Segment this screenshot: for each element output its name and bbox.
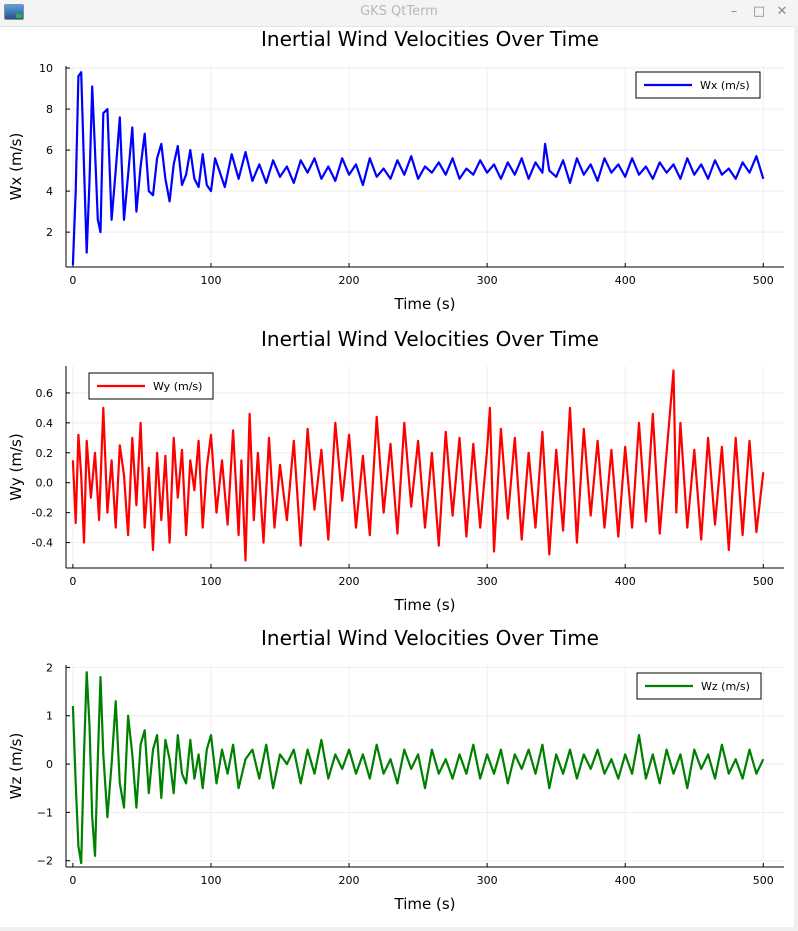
legend-box xyxy=(635,71,761,99)
x-axis-label: Time (s) xyxy=(394,295,456,313)
x-tick-label: 200 xyxy=(339,874,360,887)
chart-panel-3: 0 100 200 300 400 500 −2 −1 0 1 2 Inertial Wind Vel… xyxy=(7,626,784,913)
window-right-edge xyxy=(794,26,798,931)
y-tick-label: −2 xyxy=(37,855,53,868)
x-tick-label: 0 xyxy=(69,874,76,887)
legend: Wx (m/s) xyxy=(635,71,761,99)
x-tick-label: 300 xyxy=(477,874,498,887)
y-tick-label: 6 xyxy=(46,144,53,157)
y-tick-label: 0.6 xyxy=(36,387,54,400)
x-tick-label: 400 xyxy=(615,575,636,588)
y-axis-label: Wy (m/s) xyxy=(7,433,25,500)
chart-title: Inertial Wind Velocities Over Time xyxy=(261,27,599,51)
x-axis-label: Time (s) xyxy=(394,596,456,614)
legend: Wy (m/s) xyxy=(88,372,214,400)
series-line-3 xyxy=(71,671,765,865)
window-bottom-edge xyxy=(0,927,798,931)
y-tick-label: 10 xyxy=(39,62,53,75)
y-tick-label: 0.2 xyxy=(36,447,54,460)
x-tick-label: 500 xyxy=(753,874,774,887)
minimize-icon[interactable]: – xyxy=(730,4,738,19)
y-tick-label: −1 xyxy=(37,806,53,819)
window-title: GKS QtTerm xyxy=(360,4,438,19)
y-tick-label: 0 xyxy=(46,758,53,771)
legend: Wz (m/s) xyxy=(636,672,762,700)
y-tick-label: 8 xyxy=(46,103,53,116)
y-tick-label: 0.0 xyxy=(36,477,54,490)
y-tick-label: 0.4 xyxy=(36,417,54,430)
x-axis-label: Time (s) xyxy=(394,895,456,913)
x-tick-label: 200 xyxy=(339,274,360,287)
chart-title: Inertial Wind Velocities Over Time xyxy=(261,626,599,650)
y-tick-label: -0.2 xyxy=(32,507,53,520)
y-tick-label: 2 xyxy=(46,226,53,239)
legend-label: Wy (m/s) xyxy=(153,380,202,393)
x-tick-label: 400 xyxy=(615,274,636,287)
y-tick-label: 4 xyxy=(46,185,53,198)
y-axis-label: Wz (m/s) xyxy=(7,733,25,800)
series-line-2 xyxy=(71,369,765,562)
x-tick-label: 0 xyxy=(69,575,76,588)
x-tick-label: 500 xyxy=(753,575,774,588)
x-tick-label: 0 xyxy=(69,274,76,287)
gks-app-icon xyxy=(4,4,24,20)
y-tick-label: 2 xyxy=(46,661,53,674)
chart-panel-2: 0 100 200 300 400 500 -0.4 -0.2 0.0 0.2 0.4 0.6 Iner… xyxy=(7,327,784,614)
x-tick-label: 400 xyxy=(615,874,636,887)
maximize-icon[interactable]: □ xyxy=(752,4,766,19)
series-line-1 xyxy=(71,71,765,265)
x-tick-label: 300 xyxy=(477,274,498,287)
x-tick-label: 100 xyxy=(200,274,221,287)
y-tick-label: -0.4 xyxy=(32,537,53,550)
legend-label: Wz (m/s) xyxy=(701,680,750,693)
chart-title: Inertial Wind Velocities Over Time xyxy=(261,327,599,351)
y-tick-label: 1 xyxy=(46,710,53,723)
y-axis-label: Wx (m/s) xyxy=(7,133,25,201)
x-tick-label: 300 xyxy=(477,575,498,588)
x-tick-label: 100 xyxy=(200,874,221,887)
window-titlebar: GKS QtTerm – □ ✕ xyxy=(0,0,798,27)
legend-label: Wx (m/s) xyxy=(700,79,750,92)
x-tick-label: 500 xyxy=(753,274,774,287)
chart-panel-1: 0 100 200 300 400 500 2 4 6 8 10 Inertial Wind Velo… xyxy=(7,27,784,313)
close-icon[interactable]: ✕ xyxy=(776,4,788,19)
x-tick-label: 200 xyxy=(339,575,360,588)
x-tick-label: 100 xyxy=(200,575,221,588)
